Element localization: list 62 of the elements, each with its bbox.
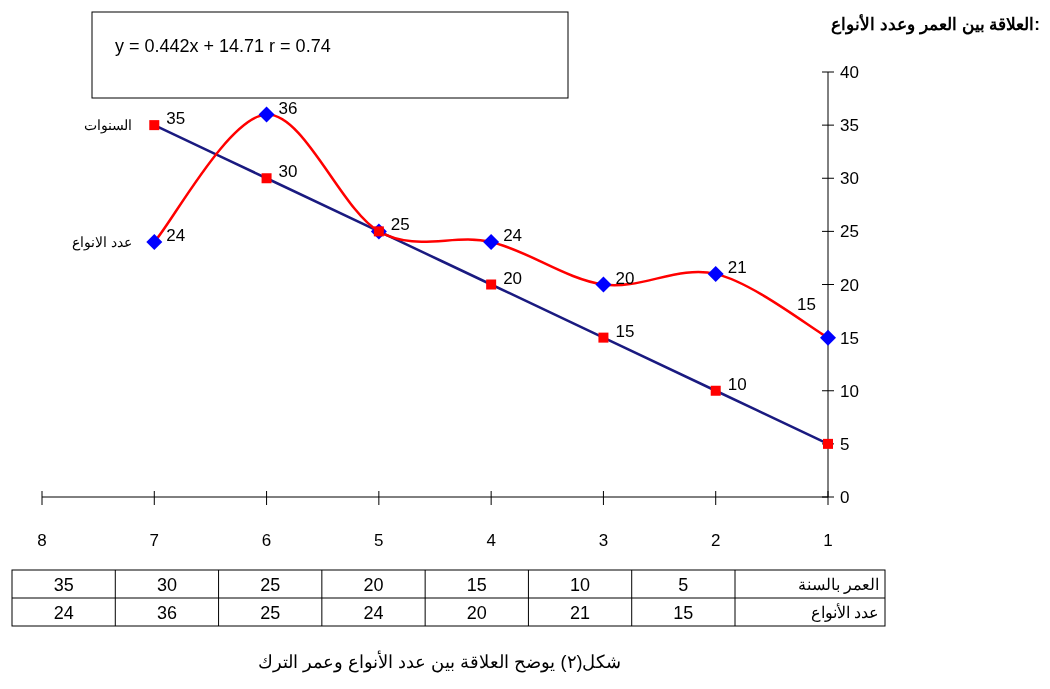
data-label: 24 xyxy=(166,226,186,245)
point xyxy=(707,265,724,282)
data-label: 20 xyxy=(503,268,523,288)
text: 15 xyxy=(673,603,694,623)
data-label: 36 xyxy=(278,98,298,118)
y-tick-label: 10 xyxy=(840,381,859,401)
data-label: 21 xyxy=(727,257,747,277)
text: 21 xyxy=(570,603,591,623)
text: 35 xyxy=(53,575,74,595)
text: 36 xyxy=(156,603,177,623)
series-label: السنوات xyxy=(84,117,133,135)
data-label: 20 xyxy=(615,268,635,288)
x-tick-label: 3 xyxy=(598,531,609,550)
point xyxy=(258,106,275,123)
y-tick-label: 30 xyxy=(840,169,859,189)
point xyxy=(486,279,497,290)
point xyxy=(146,234,163,250)
x-tick-label: 5 xyxy=(374,531,384,550)
point xyxy=(595,276,612,293)
point xyxy=(483,234,500,250)
y-tick-label: 40 xyxy=(840,63,859,82)
y-tick-label: 35 xyxy=(840,116,859,136)
text: 20 xyxy=(363,575,384,595)
text: العلاقة بين العمر وعدد الأنواع: xyxy=(831,13,1040,35)
text: 5 xyxy=(678,575,689,595)
text: 25 xyxy=(260,603,281,623)
data-label: 15 xyxy=(615,321,635,341)
text: 24 xyxy=(53,603,74,623)
y-tick-label: 25 xyxy=(840,222,859,242)
x-tick-label: 7 xyxy=(149,531,160,550)
text: y = 0.442x + 14.71 r = 0.74 xyxy=(115,36,331,56)
data-label: 25 xyxy=(390,215,410,235)
data-label: 24 xyxy=(503,226,523,245)
data-label: 35 xyxy=(166,109,186,129)
data-label: 30 xyxy=(278,162,298,182)
x-tick-label: 1 xyxy=(823,531,833,550)
text: 10 xyxy=(570,575,591,595)
y-tick-label: 0 xyxy=(840,488,850,507)
x-tick-label: 2 xyxy=(710,531,721,550)
point xyxy=(261,173,272,184)
data-label: 10 xyxy=(727,374,747,394)
text: 24 xyxy=(363,603,384,623)
x-tick-label: 4 xyxy=(486,531,496,550)
point xyxy=(820,329,836,346)
text: 30 xyxy=(156,575,177,595)
text: شكل(٢) يوضح العلاقة بين عدد الأنواع وعمر الترك xyxy=(258,650,622,673)
point xyxy=(823,438,833,449)
x-tick-label: 6 xyxy=(261,531,272,550)
text: عدد الأنواع xyxy=(810,603,879,622)
point xyxy=(149,120,160,131)
x-tick-label: 8 xyxy=(37,531,47,550)
text: 20 xyxy=(466,603,487,623)
series-label: عدد الانواع xyxy=(72,234,133,251)
y-tick-label: 15 xyxy=(840,328,859,348)
point xyxy=(598,332,609,343)
y-tick-label: 20 xyxy=(840,275,859,295)
data-label: 15 xyxy=(797,294,816,314)
point xyxy=(710,385,721,396)
text: 25 xyxy=(260,575,281,595)
text: العمر بالسنة xyxy=(797,576,879,594)
text: 15 xyxy=(466,575,487,595)
y-tick-label: 5 xyxy=(840,434,850,454)
